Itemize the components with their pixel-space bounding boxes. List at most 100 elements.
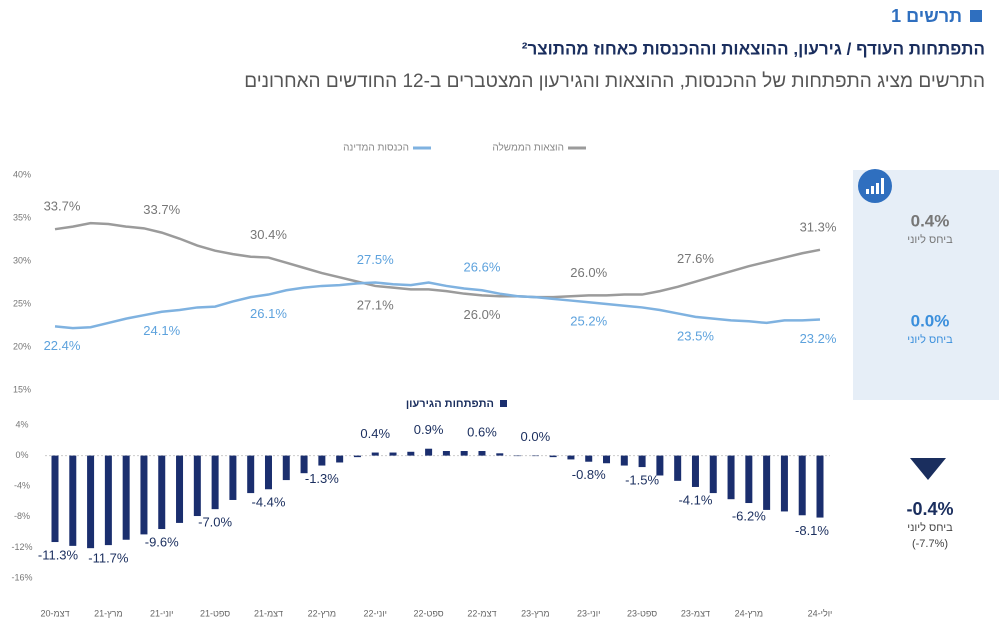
data-label: 25.2%: [570, 314, 607, 329]
legend-label: התפתחות הגירעון: [406, 398, 494, 410]
down-arrow: [910, 458, 946, 480]
y-tick-label: 25%: [13, 298, 31, 308]
y-tick-label: 0%: [15, 450, 28, 460]
bar: [745, 455, 753, 504]
data-label: 26.1%: [250, 306, 287, 321]
bar: [514, 455, 522, 457]
deficit-note: ביחס ליוני: [907, 521, 953, 534]
data-label: 0.6%: [467, 424, 497, 439]
bar: [656, 455, 664, 476]
bar: [353, 455, 361, 458]
legend-label: הכנסות המדינה: [343, 143, 409, 154]
x-tick-label: ספט-21: [200, 608, 230, 618]
bar: [371, 452, 379, 456]
bar: [816, 455, 824, 518]
bar: [763, 455, 771, 510]
bar: [104, 455, 112, 546]
bar: [638, 455, 646, 468]
x-tick-label: דצמ-20: [40, 608, 69, 618]
revenue-change: 0.0%: [911, 311, 950, 330]
bar: [300, 455, 308, 474]
data-label: 33.7%: [44, 199, 81, 214]
deficit-previous: (-7.7%): [912, 538, 948, 550]
chart-title: התפתחות העודף / גירעון, ההוצאות וההכנסות…: [522, 39, 985, 58]
y-tick-label: 20%: [13, 341, 31, 351]
bar: [620, 455, 628, 466]
y-tick-label: -12%: [11, 542, 32, 552]
bar: [211, 455, 219, 510]
y-tick-label: -16%: [11, 572, 32, 582]
bar: [691, 455, 699, 487]
x-tick-label: דצמ-23: [681, 608, 710, 618]
data-label: 27.6%: [677, 251, 714, 266]
x-tick-label: ספט-22: [414, 608, 444, 618]
data-label: 27.5%: [357, 252, 394, 267]
bar: [425, 448, 433, 456]
data-label: -6.2%: [732, 508, 766, 523]
line: [54, 221, 821, 299]
bar: [603, 455, 611, 464]
axis-note: 15%: [13, 384, 31, 394]
data-label: 26.0%: [570, 265, 607, 280]
bar: [87, 455, 95, 549]
chart-subtitle: התרשים מציג התפתחות של ההכנסות, ההוצאות …: [244, 71, 985, 92]
x-tick-label: מרץ-23: [521, 608, 550, 618]
y-tick-label: 35%: [13, 212, 31, 222]
bar: [407, 451, 415, 456]
y-tick-label: 4%: [15, 419, 28, 429]
data-label: -8.1%: [795, 523, 829, 538]
y-tick-label: -8%: [14, 511, 30, 521]
x-tick-label: יוני-23: [577, 608, 601, 618]
bar: [247, 455, 255, 494]
x-tick-label: מרץ-24: [735, 608, 764, 618]
bar: [460, 451, 468, 456]
bar: [264, 455, 272, 490]
data-label: -7.0%: [198, 515, 232, 530]
data-label: -9.6%: [145, 534, 179, 549]
x-tick-label: ספט-23: [627, 608, 657, 618]
data-label: 24.1%: [143, 323, 180, 338]
bar: [780, 455, 788, 512]
data-label: -4.1%: [678, 492, 712, 507]
bar: [69, 455, 77, 546]
y-tick-label: 30%: [13, 255, 31, 265]
bar: [531, 455, 539, 457]
data-label: 0.4%: [360, 426, 390, 441]
bar: [549, 455, 557, 458]
x-tick-label: יוני-22: [363, 608, 387, 618]
bar: [389, 452, 397, 456]
bar: [282, 455, 290, 481]
bar: [585, 455, 593, 462]
x-tick-label: דצמ-21: [254, 608, 283, 618]
data-label: 31.3%: [800, 219, 837, 234]
y-tick-label: 40%: [13, 169, 31, 179]
y-tick-label: -4%: [14, 481, 30, 491]
data-label: -0.8%: [572, 467, 606, 482]
x-tick-label: דצמ-22: [467, 608, 496, 618]
bar: [442, 451, 450, 456]
line: [54, 281, 821, 330]
data-label: 0.0%: [521, 429, 551, 444]
data-label: 30.4%: [250, 227, 287, 242]
bar: [798, 455, 806, 516]
bar: [674, 455, 682, 481]
expenditure-note: ביחס ליוני: [907, 233, 953, 246]
data-label: 23.5%: [677, 328, 714, 343]
bar: [336, 455, 344, 463]
bar: [176, 455, 184, 523]
bar: [496, 453, 504, 456]
bar: [158, 455, 166, 530]
data-label: 33.7%: [143, 202, 180, 217]
growth-icon: [858, 169, 892, 203]
data-label: -11.7%: [88, 551, 129, 566]
data-label: -11.3%: [38, 547, 79, 562]
bar: [229, 455, 237, 500]
bar: [193, 455, 201, 517]
x-tick-label: מרץ-22: [308, 608, 337, 618]
data-label: -1.3%: [305, 471, 339, 486]
data-label: 23.2%: [800, 331, 837, 346]
data-label: 26.6%: [464, 260, 501, 275]
data-label: 0.9%: [414, 422, 444, 437]
bar: [567, 455, 575, 460]
